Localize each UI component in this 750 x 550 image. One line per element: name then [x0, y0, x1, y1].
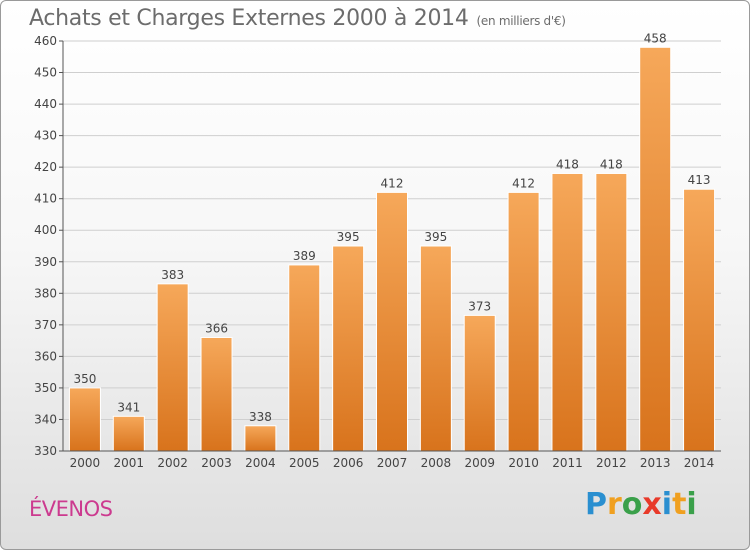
bar	[200, 336, 233, 452]
bar	[419, 245, 452, 452]
value-label: 395	[424, 230, 447, 244]
y-tick-label: 430	[34, 129, 57, 143]
x-tick-label: 2006	[333, 456, 364, 470]
x-tick-label: 2013	[640, 456, 671, 470]
y-tick-label: 440	[34, 97, 57, 111]
bar	[332, 245, 365, 452]
x-tick-label: 2002	[157, 456, 188, 470]
x-axis: 2000 2001 2002 2003 2004 2005 2006 2007 2008 2009…	[63, 450, 721, 470]
x-tick-label: 2001	[114, 456, 145, 470]
y-tick-label: 410	[34, 192, 57, 206]
bar	[551, 172, 584, 452]
y-tick-label: 390	[34, 255, 57, 269]
logo-letter: i	[661, 487, 673, 522]
y-tick-label: 420	[34, 160, 57, 174]
y-axis: 330 340 350 360 370 380 390 400 410 420 430 440 450 4…	[34, 34, 64, 458]
y-tick-label: 450	[34, 66, 57, 80]
chart-title-text: Achats et Charges Externes 2000 à 2014	[29, 6, 469, 31]
value-label: 366	[205, 321, 228, 335]
value-label: 412	[381, 176, 404, 190]
bars	[68, 46, 716, 452]
chart-title: Achats et Charges Externes 2000 à 2014 (e…	[29, 6, 566, 31]
value-label: 418	[600, 157, 623, 171]
y-tick-label: 360	[34, 349, 57, 363]
x-tick-label: 2003	[201, 456, 232, 470]
bar	[156, 283, 189, 452]
bar	[112, 415, 145, 452]
x-tick-label: 2010	[508, 456, 539, 470]
value-label: 350	[73, 372, 96, 386]
proxiti-logo[interactable]: Proxiti	[585, 487, 697, 522]
bar	[595, 172, 628, 452]
y-tick-label: 370	[34, 318, 57, 332]
bar	[376, 191, 408, 452]
y-tick-label: 400	[34, 223, 57, 237]
value-label: 338	[249, 410, 272, 424]
y-tick-label: 350	[34, 381, 57, 395]
y-tick-label: 460	[34, 34, 57, 48]
bar	[639, 46, 672, 452]
chart-subtitle: (en milliers d'€)	[476, 14, 566, 28]
y-tick-label: 340	[34, 412, 57, 426]
bar	[68, 387, 101, 452]
x-tick-label: 2014	[684, 456, 715, 470]
value-label: 418	[556, 157, 579, 171]
bar	[288, 264, 321, 452]
x-tick-label: 2011	[552, 456, 583, 470]
x-tick-label: 2009	[464, 456, 495, 470]
y-tick-label: 330	[34, 444, 57, 458]
value-label: 413	[688, 173, 711, 187]
value-labels: 350 341 383 366 338 389 395 412 395 373 412 418 418 4…	[73, 31, 710, 423]
bar	[683, 188, 716, 452]
logo-letter: i	[686, 487, 697, 522]
logo-letter: r	[607, 487, 622, 522]
commune-name: ÉVENOS	[29, 497, 113, 521]
x-tick-label: 2000	[70, 456, 101, 470]
x-tick-label: 2005	[289, 456, 320, 470]
value-label: 458	[644, 31, 667, 45]
logo-letter: t	[672, 487, 687, 522]
x-tick-label: 2004	[245, 456, 276, 470]
x-tick-label: 2007	[377, 456, 408, 470]
logo-letter: P	[585, 487, 607, 522]
bar	[507, 191, 540, 452]
y-tick-label: 380	[34, 286, 57, 300]
value-label: 412	[512, 176, 535, 190]
logo-letter: o	[621, 487, 643, 522]
logo-letter: x	[642, 487, 662, 522]
x-tick-label: 2008	[421, 456, 452, 470]
bar	[244, 425, 277, 452]
value-label: 341	[117, 400, 140, 414]
value-label: 383	[161, 268, 184, 282]
bar	[463, 314, 496, 452]
value-label: 373	[468, 299, 491, 313]
value-label: 395	[337, 230, 360, 244]
x-tick-label: 2012	[596, 456, 627, 470]
value-label: 389	[293, 249, 316, 263]
